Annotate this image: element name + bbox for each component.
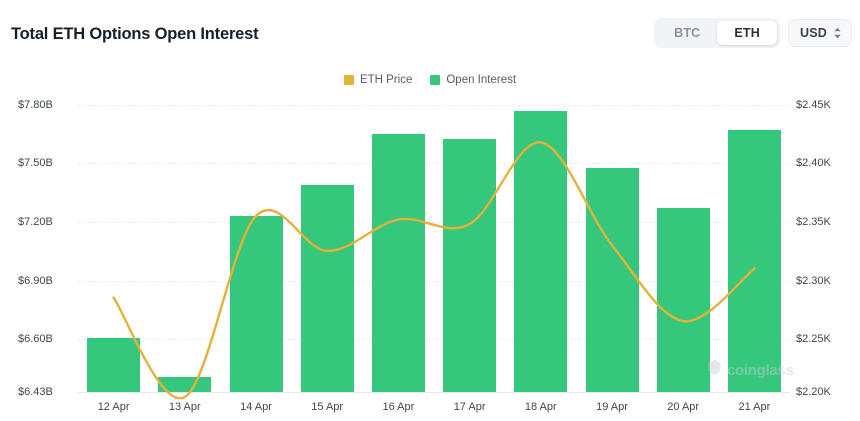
legend-item-open-interest[interactable]: Open Interest bbox=[430, 74, 516, 86]
gridline bbox=[78, 163, 790, 165]
asset-toggle-eth[interactable]: ETH bbox=[717, 21, 777, 45]
x-axis-label: 16 Apr bbox=[382, 401, 415, 413]
chart-legend: ETH Price Open Interest bbox=[0, 74, 860, 86]
widget-header: Total ETH Options Open Interest BTC ETH … bbox=[0, 0, 860, 62]
legend-item-eth-price[interactable]: ETH Price bbox=[343, 74, 413, 86]
gridline bbox=[78, 105, 790, 107]
right-axis-tick: $2.20K bbox=[796, 386, 831, 398]
unit-select[interactable]: USD bbox=[788, 19, 852, 47]
page-title: Total ETH Options Open Interest bbox=[11, 25, 259, 43]
x-axis-label: 13 Apr bbox=[168, 401, 201, 413]
bar[interactable] bbox=[656, 207, 710, 392]
bar[interactable] bbox=[443, 138, 497, 392]
x-axis-label: 21 Apr bbox=[738, 401, 771, 413]
right-axis-tick: $2.45K bbox=[796, 99, 831, 111]
x-axis-label: 17 Apr bbox=[453, 401, 486, 413]
legend-swatch-open-interest bbox=[430, 75, 441, 85]
left-axis-tick: $7.50B bbox=[18, 157, 53, 169]
bar[interactable] bbox=[158, 377, 212, 392]
left-axis-tick: $7.20B bbox=[18, 216, 53, 228]
bar[interactable] bbox=[229, 216, 283, 392]
bar[interactable] bbox=[514, 111, 568, 392]
bar[interactable] bbox=[371, 134, 425, 392]
x-axis-label: 14 Apr bbox=[240, 401, 272, 413]
gridline bbox=[78, 281, 790, 283]
asset-toggle[interactable]: BTC ETH bbox=[654, 18, 780, 48]
legend-swatch-eth-price bbox=[343, 75, 354, 85]
gridline bbox=[78, 339, 790, 341]
x-axis-label: 15 Apr bbox=[311, 401, 344, 413]
unit-select-value: USD bbox=[800, 26, 827, 40]
axis-baseline bbox=[78, 392, 790, 393]
asset-toggle-btc[interactable]: BTC bbox=[674, 26, 701, 40]
gridline bbox=[78, 222, 790, 224]
left-axis-tick: $6.90B bbox=[18, 275, 53, 287]
bar[interactable] bbox=[300, 184, 354, 392]
legend-label-open-interest: Open Interest bbox=[446, 74, 517, 86]
x-axis-label: 12 Apr bbox=[97, 401, 130, 413]
right-axis-tick: $2.25K bbox=[796, 333, 831, 345]
right-axis-tick: $2.40K bbox=[796, 157, 831, 169]
left-axis-tick: $6.43B bbox=[18, 386, 53, 398]
legend-label-eth-price: ETH Price bbox=[359, 74, 413, 86]
stepper-up-down-icon bbox=[833, 26, 842, 40]
x-axis-label: 18 Apr bbox=[524, 401, 557, 413]
bar[interactable] bbox=[87, 337, 141, 392]
right-axis-tick: $2.35K bbox=[796, 216, 831, 228]
left-axis-tick: $6.60B bbox=[18, 333, 53, 345]
header-controls: BTC ETH USD bbox=[654, 18, 852, 48]
bar[interactable] bbox=[585, 167, 639, 392]
bar[interactable] bbox=[727, 130, 781, 392]
x-axis-label: 19 Apr bbox=[596, 401, 628, 413]
right-axis-tick: $2.30K bbox=[796, 275, 831, 287]
left-axis-tick: $7.80B bbox=[18, 99, 53, 111]
x-axis-label: 20 Apr bbox=[667, 401, 700, 413]
